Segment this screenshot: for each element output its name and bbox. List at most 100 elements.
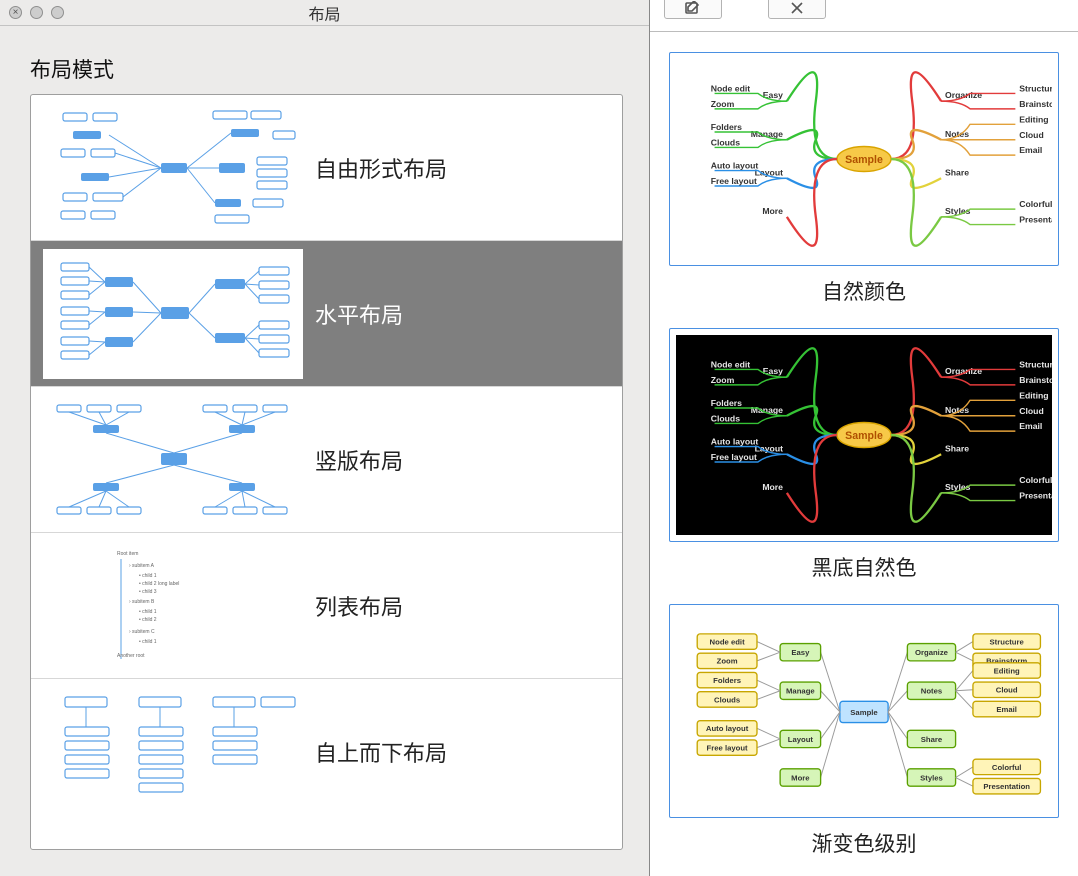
svg-text:Structure: Structure [990, 637, 1025, 646]
layout-thumb-horizontal [43, 249, 303, 379]
svg-text:Organize: Organize [945, 366, 982, 376]
style-option-natural[interactable]: SampleEasyNode editZoomManageFoldersClou… [669, 52, 1059, 266]
svg-text:Layout: Layout [788, 735, 814, 744]
layout-list: 自由形式布局 [30, 94, 623, 850]
svg-text:Folders: Folders [711, 122, 742, 132]
svg-text:Auto layout: Auto layout [711, 161, 759, 171]
style-option-natural-dark[interactable]: SampleEasyNode editZoomManageFoldersClou… [669, 328, 1059, 542]
svg-text:Auto layout: Auto layout [711, 437, 759, 447]
svg-text:Colorful: Colorful [1019, 475, 1052, 485]
svg-text:Presentation: Presentation [1019, 491, 1052, 501]
svg-text:• child 2: • child 2 [139, 617, 157, 623]
style-toolbar [650, 0, 1078, 32]
svg-text:Easy: Easy [763, 366, 783, 376]
svg-text:Free layout: Free layout [711, 452, 757, 462]
svg-text:Notes: Notes [921, 687, 942, 696]
svg-text:Editing: Editing [1019, 114, 1048, 124]
svg-text:Cloud: Cloud [1019, 406, 1044, 416]
svg-text:Easy: Easy [791, 648, 810, 657]
layout-thumb-topdown [43, 687, 303, 817]
svg-text:Node edit: Node edit [711, 84, 751, 94]
layout-thumb-vertical [43, 395, 303, 525]
layout-option-topdown[interactable]: 自上而下布局 [31, 679, 622, 825]
style-caption: 渐变色级别 [664, 828, 1064, 858]
svg-text:Presentation: Presentation [983, 782, 1030, 791]
svg-text:Clouds: Clouds [711, 138, 741, 148]
style-panel: Sample Easy Node edit Zoom Manage Folders Clou… [650, 0, 1078, 876]
svg-text:• child 1: • child 1 [139, 609, 157, 615]
layout-label: 竖版布局 [315, 444, 403, 476]
svg-text:• child 1: • child 1 [139, 639, 157, 645]
close-button[interactable] [768, 0, 826, 19]
svg-text:Email: Email [996, 705, 1017, 714]
layout-label: 自由形式布局 [315, 152, 447, 184]
svg-text:Structure: Structure [1019, 84, 1052, 94]
style-preview-natural: SampleEasyNode editZoomManageFoldersClou… [676, 59, 1052, 259]
svg-text:Email: Email [1019, 145, 1042, 155]
svg-text:Zoom: Zoom [717, 657, 738, 666]
svg-text:Manage: Manage [786, 687, 815, 696]
layout-dialog: × 布局 布局模式 [0, 0, 650, 876]
svg-text:Organize: Organize [915, 648, 949, 657]
layout-thumb-list: Root item › subitem A • child 1 • child … [43, 541, 303, 671]
svg-text:Editing: Editing [994, 666, 1020, 675]
layout-option-vertical[interactable]: 竖版布局 [31, 387, 622, 533]
svg-text:• child 3: • child 3 [139, 589, 157, 595]
svg-text:Easy: Easy [763, 90, 783, 100]
svg-text:Share: Share [945, 167, 969, 177]
svg-text:Colorful: Colorful [1019, 199, 1052, 209]
svg-text:Free layout: Free layout [707, 744, 749, 753]
svg-text:More: More [762, 482, 783, 492]
layout-option-list[interactable]: Root item › subitem A • child 1 • child … [31, 533, 622, 679]
svg-text:› subitem B: › subitem B [129, 599, 155, 605]
svg-text:More: More [762, 206, 783, 216]
layout-option-horizontal[interactable]: 水平布局 [31, 241, 622, 387]
svg-text:Node edit: Node edit [711, 360, 751, 370]
svg-text:Root item: Root item [117, 551, 138, 557]
svg-text:Brainstorm: Brainstorm [1019, 99, 1052, 109]
svg-text:Free layout: Free layout [711, 176, 757, 186]
svg-text:Share: Share [945, 443, 969, 453]
svg-text:Cloud: Cloud [1019, 130, 1044, 140]
style-caption: 黑底自然色 [664, 552, 1064, 582]
layout-label: 自上而下布局 [315, 736, 447, 768]
svg-text:Sample: Sample [845, 430, 883, 442]
style-option-gradient-box[interactable]: Sample Easy Node edit Zoom Manage Folders Clou… [669, 604, 1059, 818]
svg-text:Presentation: Presentation [1019, 215, 1052, 225]
style-preview-natural-dark: SampleEasyNode editZoomManageFoldersClou… [676, 335, 1052, 535]
svg-text:Share: Share [921, 735, 943, 744]
svg-text:Organize: Organize [945, 90, 982, 100]
style-list[interactable]: Sample Easy Node edit Zoom Manage Folders Clou… [650, 32, 1078, 876]
layout-thumb-free [43, 103, 303, 233]
layout-label: 水平布局 [315, 298, 403, 330]
svg-text:Email: Email [1019, 421, 1042, 431]
style-caption: 自然颜色 [664, 276, 1064, 306]
layout-option-free[interactable]: 自由形式布局 [31, 95, 622, 241]
svg-text:Styles: Styles [920, 773, 943, 782]
edit-button[interactable] [664, 0, 722, 19]
style-preview-gradient-box: Sample Easy Node edit Zoom Manage Folders Clou… [676, 611, 1052, 811]
svg-text:Auto layout: Auto layout [706, 724, 749, 733]
svg-text:Colorful: Colorful [992, 763, 1022, 772]
svg-text:Sample: Sample [850, 708, 878, 717]
svg-text:• child 2 long label: • child 2 long label [139, 581, 179, 587]
svg-text:• child 1: • child 1 [139, 573, 157, 579]
section-label: 布局模式 [0, 26, 649, 94]
svg-text:Another root: Another root [117, 653, 145, 659]
svg-text:Node edit: Node edit [710, 637, 746, 646]
svg-text:Clouds: Clouds [711, 414, 741, 424]
layout-label: 列表布局 [315, 590, 403, 622]
dialog-title: 布局 [0, 1, 649, 25]
titlebar: × 布局 [0, 0, 649, 26]
svg-text:Folders: Folders [711, 398, 742, 408]
svg-text:› subitem C: › subitem C [129, 629, 155, 635]
svg-text:Brainstorm: Brainstorm [1019, 375, 1052, 385]
svg-text:Cloud: Cloud [996, 686, 1018, 695]
svg-text:Zoom: Zoom [711, 375, 735, 385]
svg-text:› subitem A: › subitem A [129, 563, 155, 569]
svg-text:Folders: Folders [713, 676, 741, 685]
svg-text:More: More [791, 773, 810, 782]
svg-text:Editing: Editing [1019, 390, 1048, 400]
svg-text:Structure: Structure [1019, 360, 1052, 370]
svg-text:Clouds: Clouds [714, 695, 740, 704]
